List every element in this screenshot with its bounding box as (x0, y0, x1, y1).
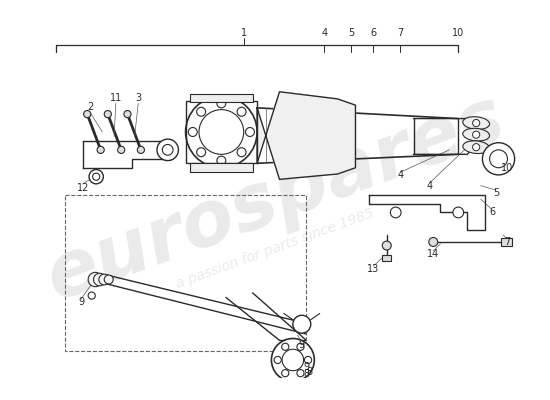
Circle shape (97, 146, 104, 154)
Text: 8: 8 (303, 369, 309, 379)
Circle shape (217, 156, 226, 165)
Circle shape (297, 343, 304, 350)
Circle shape (293, 315, 311, 333)
Circle shape (472, 144, 480, 151)
Circle shape (429, 238, 438, 246)
Text: 6: 6 (489, 208, 496, 218)
Circle shape (199, 110, 244, 154)
Bar (65, 194, 306, 351)
Circle shape (104, 110, 112, 118)
Circle shape (138, 146, 145, 154)
Ellipse shape (463, 117, 490, 129)
Ellipse shape (463, 141, 490, 154)
Circle shape (118, 146, 125, 154)
Text: 8: 8 (307, 366, 313, 376)
Text: 10: 10 (502, 163, 514, 173)
Text: eurospares: eurospares (36, 82, 514, 316)
Text: a passion for parts since 1985: a passion for parts since 1985 (174, 206, 376, 291)
Circle shape (274, 356, 281, 364)
Circle shape (390, 207, 401, 218)
Text: 1: 1 (241, 28, 247, 38)
Circle shape (185, 96, 257, 168)
Text: 13: 13 (367, 264, 380, 274)
Circle shape (297, 370, 304, 377)
Circle shape (245, 128, 255, 136)
Bar (190, 163, 252, 172)
Circle shape (197, 107, 206, 116)
Circle shape (490, 150, 508, 168)
Circle shape (88, 272, 102, 287)
Circle shape (282, 370, 289, 377)
Circle shape (104, 275, 113, 284)
Text: 11: 11 (110, 93, 122, 103)
Text: 5: 5 (348, 28, 354, 38)
Bar (382, 255, 391, 261)
Text: 14: 14 (427, 248, 439, 258)
Circle shape (84, 110, 91, 118)
Text: 9: 9 (303, 362, 309, 372)
Text: 9: 9 (78, 297, 84, 307)
Circle shape (472, 131, 480, 138)
Circle shape (157, 139, 178, 160)
Text: 4: 4 (321, 28, 327, 38)
Circle shape (124, 110, 131, 118)
Bar (185, 101, 257, 163)
Text: 4: 4 (397, 170, 403, 180)
Circle shape (237, 107, 246, 116)
Circle shape (188, 128, 197, 136)
Circle shape (382, 241, 391, 250)
Text: 12: 12 (76, 183, 89, 193)
Circle shape (162, 144, 173, 155)
Circle shape (453, 207, 464, 218)
Polygon shape (257, 92, 355, 179)
Text: 4: 4 (427, 181, 433, 191)
Circle shape (472, 120, 480, 127)
Bar (501, 238, 512, 246)
Circle shape (92, 173, 100, 180)
Circle shape (94, 273, 106, 286)
Circle shape (282, 343, 289, 350)
Text: 7: 7 (504, 237, 510, 247)
Circle shape (197, 148, 206, 157)
Text: 5: 5 (493, 188, 499, 198)
Text: 2: 2 (87, 102, 93, 112)
Circle shape (482, 143, 515, 175)
Text: 6: 6 (370, 28, 376, 38)
Circle shape (282, 349, 304, 371)
Text: 7: 7 (397, 28, 403, 38)
Text: 3: 3 (135, 93, 141, 103)
Text: 9: 9 (299, 340, 305, 350)
Ellipse shape (463, 128, 490, 141)
Text: 10: 10 (452, 28, 464, 38)
Circle shape (305, 356, 312, 364)
Circle shape (271, 338, 315, 382)
Circle shape (237, 148, 246, 157)
Bar (190, 94, 252, 102)
Circle shape (89, 170, 103, 184)
Circle shape (99, 274, 109, 285)
Circle shape (88, 292, 95, 299)
Circle shape (217, 99, 226, 108)
